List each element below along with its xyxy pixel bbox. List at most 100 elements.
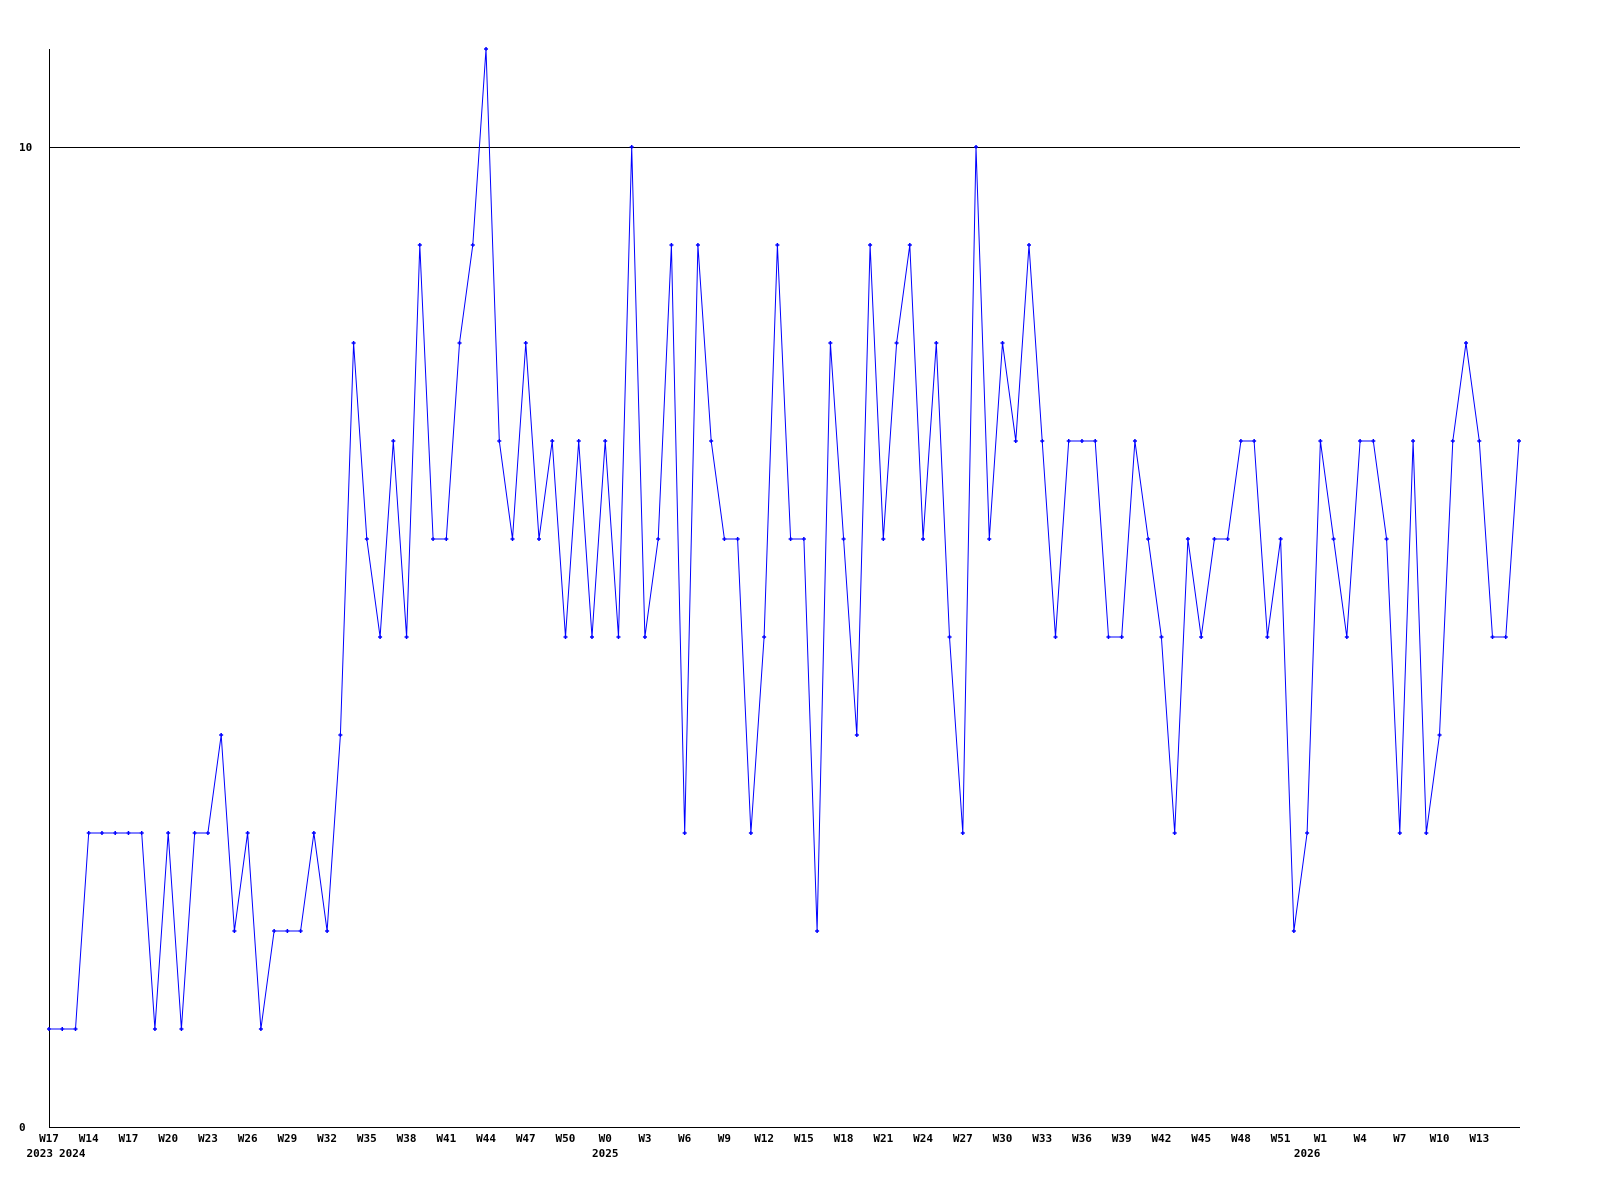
- x-tick-label: W36: [1072, 1132, 1092, 1145]
- data-point: [510, 537, 515, 541]
- data-point: [47, 1027, 51, 1031]
- x-tick-label: W24: [913, 1132, 933, 1145]
- x-tick-label: W35: [357, 1132, 377, 1145]
- data-point: [1278, 537, 1283, 541]
- data-point: [179, 1027, 184, 1031]
- data-point: [1013, 439, 1018, 443]
- data-point: [921, 537, 926, 541]
- x-tick-label: W50: [556, 1132, 576, 1145]
- data-point: [1159, 635, 1164, 639]
- data-point: [364, 537, 369, 541]
- data-point: [1397, 831, 1402, 835]
- data-point: [550, 439, 555, 443]
- x-tick-label: W39: [1112, 1132, 1132, 1145]
- data-point: [60, 1027, 65, 1031]
- data-point: [139, 831, 144, 835]
- data-point: [205, 831, 210, 835]
- data-point: [1185, 537, 1190, 541]
- data-point: [709, 439, 714, 443]
- data-point: [1384, 537, 1389, 541]
- data-point: [285, 929, 290, 933]
- x-tick-label: W0: [599, 1132, 612, 1145]
- data-point: [245, 831, 250, 835]
- data-point: [669, 243, 674, 247]
- data-point: [1503, 635, 1508, 639]
- data-point: [1053, 635, 1058, 639]
- x-tick-label: W6: [678, 1132, 692, 1145]
- year-label: 2024: [59, 1147, 86, 1160]
- data-point: [881, 537, 886, 541]
- data-point: [868, 243, 873, 247]
- data-point: [629, 145, 634, 149]
- x-tick-label: W10: [1430, 1132, 1450, 1145]
- data-point: [391, 439, 396, 443]
- data-point: [152, 1027, 157, 1031]
- x-tick-label: W38: [397, 1132, 417, 1145]
- data-point: [762, 635, 767, 639]
- year-label: 2023: [27, 1147, 54, 1160]
- data-point: [1225, 537, 1230, 541]
- x-tick-label: W42: [1151, 1132, 1171, 1145]
- x-tick-label: W4: [1353, 1132, 1367, 1145]
- x-tick-label: W9: [718, 1132, 731, 1145]
- data-point: [801, 537, 806, 541]
- x-tick-label: W29: [277, 1132, 297, 1145]
- y-tick-label-10: 10: [19, 141, 32, 154]
- data-point: [378, 635, 383, 639]
- x-tick-label: W7: [1393, 1132, 1406, 1145]
- y-tick-label-0: 0: [19, 1121, 26, 1134]
- data-point: [616, 635, 621, 639]
- data-point: [1411, 439, 1416, 443]
- x-tick-label: W21: [873, 1132, 893, 1145]
- data-point: [656, 537, 661, 541]
- series-line: [49, 48, 1520, 1030]
- data-point: [947, 635, 952, 639]
- data-point: [1106, 635, 1111, 639]
- data-point: [232, 929, 237, 933]
- data-point: [934, 341, 939, 345]
- x-tick-label: W44: [476, 1132, 496, 1145]
- data-point: [1517, 439, 1521, 443]
- data-point: [417, 243, 422, 247]
- data-point: [563, 635, 568, 639]
- x-tick-label: W14: [79, 1132, 99, 1145]
- data-point: [1331, 537, 1336, 541]
- x-tick-label: W17: [119, 1132, 139, 1145]
- data-point: [603, 439, 608, 443]
- data-point: [1371, 439, 1376, 443]
- x-tick-label: W45: [1191, 1132, 1211, 1145]
- x-tick-label: W20: [158, 1132, 178, 1145]
- data-point: [1146, 537, 1151, 541]
- data-point: [126, 831, 131, 835]
- data-point: [907, 243, 912, 247]
- x-tick-label: W18: [834, 1132, 854, 1145]
- year-label: 2026: [1294, 1147, 1321, 1160]
- series: [47, 47, 1521, 1031]
- x-tick-label: W17: [39, 1132, 59, 1145]
- data-point: [457, 341, 462, 345]
- data-point: [1490, 635, 1495, 639]
- data-point: [311, 831, 316, 835]
- data-point: [1424, 831, 1429, 835]
- data-point: [987, 537, 992, 541]
- data-point: [775, 243, 780, 247]
- data-point: [1066, 439, 1071, 443]
- axes: 0 10: [19, 49, 1520, 1134]
- data-point: [1305, 831, 1310, 835]
- data-point: [642, 635, 647, 639]
- data-point: [1132, 439, 1137, 443]
- data-point: [828, 341, 833, 345]
- x-tick-label: W47: [516, 1132, 536, 1145]
- data-point: [682, 831, 687, 835]
- data-point: [219, 733, 224, 737]
- data-point: [695, 243, 700, 247]
- x-tick-label: W3: [638, 1132, 651, 1145]
- data-point: [1079, 439, 1084, 443]
- data-point: [1291, 929, 1296, 933]
- data-point: [338, 733, 343, 737]
- data-point: [1040, 439, 1045, 443]
- data-point: [1437, 733, 1442, 737]
- data-point: [1119, 635, 1124, 639]
- x-tick-label: W26: [238, 1132, 258, 1145]
